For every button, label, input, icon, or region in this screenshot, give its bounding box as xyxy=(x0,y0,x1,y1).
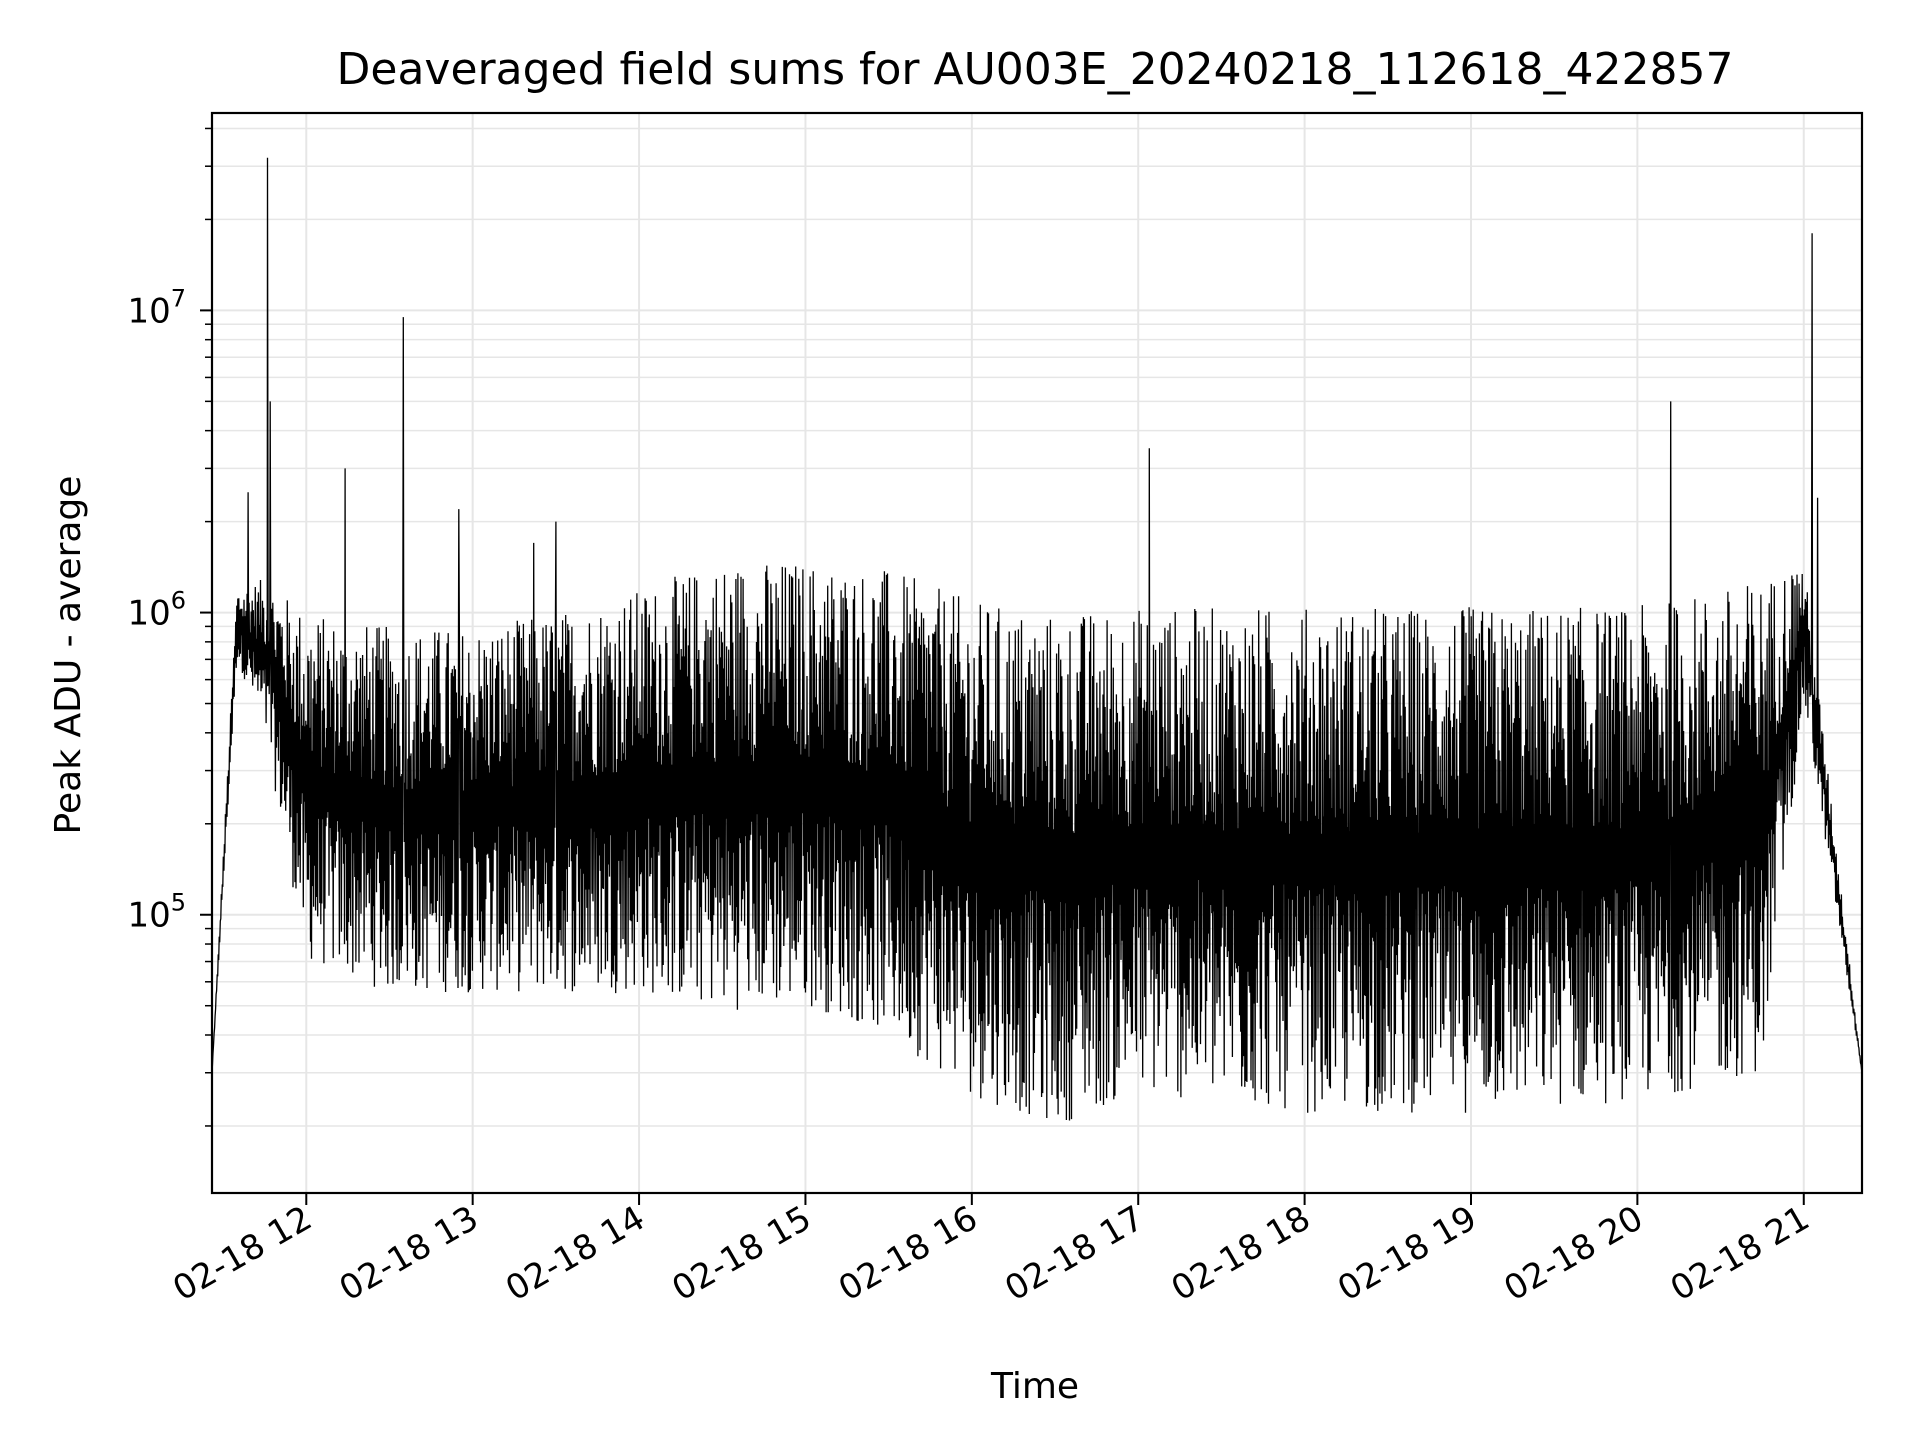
x-tick-label: 02-18 16 xyxy=(832,1198,984,1309)
y-tick-label: 107 xyxy=(127,284,186,331)
y-tick-label: 106 xyxy=(127,587,186,634)
series-line xyxy=(211,157,1863,1121)
plot-frame xyxy=(210,111,1864,1195)
y-axis-title: Peak ADU - average xyxy=(48,476,89,835)
x-tick-label: 02-18 15 xyxy=(666,1198,818,1309)
data-series-path xyxy=(211,157,1863,1121)
x-tick-label: 02-18 17 xyxy=(998,1198,1150,1309)
x-tick-label: 02-18 21 xyxy=(1664,1198,1816,1309)
x-tick-label: 02-18 20 xyxy=(1497,1198,1649,1309)
x-tick-label: 02-18 13 xyxy=(333,1198,485,1309)
y-tick-label: 105 xyxy=(127,889,186,936)
x-tick-label: 02-18 19 xyxy=(1331,1198,1483,1309)
x-tick-label: 02-18 18 xyxy=(1165,1198,1317,1309)
chart-title: Deaveraged field sums for AU003E_2024021… xyxy=(337,44,1734,95)
x-axis-title: Time xyxy=(990,1366,1079,1407)
x-tick-label: 02-18 14 xyxy=(499,1198,651,1309)
x-tick-label: 02-18 12 xyxy=(166,1198,318,1309)
